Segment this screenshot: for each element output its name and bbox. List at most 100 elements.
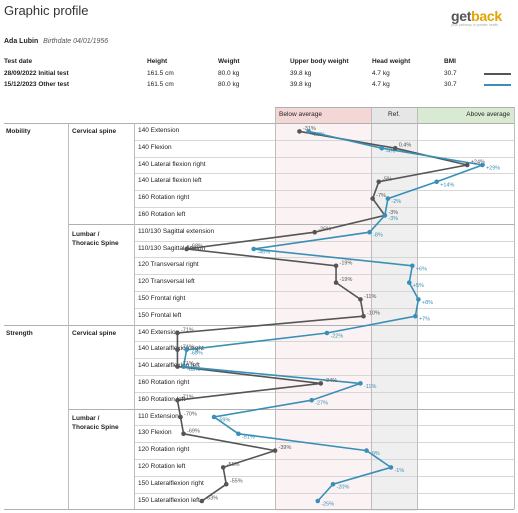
- test-other-upper: 39.8 kg: [290, 81, 312, 88]
- legend-line-initial: [484, 73, 511, 75]
- data-label: -70%: [184, 412, 197, 418]
- data-point: [236, 431, 241, 437]
- test-label: 140 Lateralflexion right: [138, 345, 204, 353]
- data-point: [184, 246, 189, 252]
- data-label: -11%: [364, 384, 377, 390]
- test-initial-upper: 39.8 kg: [290, 70, 312, 77]
- test-label: 140 Extension: [138, 127, 180, 134]
- data-label: -5%: [382, 176, 392, 182]
- row-divider: [134, 291, 514, 292]
- column-divider: [371, 107, 372, 510]
- data-label: -31%: [303, 126, 316, 132]
- data-label: +6%: [416, 266, 427, 272]
- data-point: [175, 364, 180, 369]
- data-label: -71%: [181, 395, 194, 401]
- data-label: +24%: [471, 160, 485, 166]
- section-divider: [68, 408, 514, 410]
- test-label: 150 Frontal left: [138, 311, 182, 319]
- header-test-date: Test date: [4, 58, 33, 65]
- column-divider: [514, 107, 515, 510]
- test-label: 120 Transversal right: [138, 261, 199, 269]
- section-divider: [4, 123, 514, 124]
- data-point: [376, 179, 382, 185]
- section-divider: [4, 509, 514, 511]
- row-divider: [134, 274, 514, 276]
- data-label: -39%: [279, 445, 292, 451]
- row-divider: [134, 173, 514, 175]
- data-label: +5%: [413, 283, 424, 289]
- test-other-height: 161.5 cm: [147, 81, 174, 88]
- row-divider: [134, 341, 514, 343]
- data-label: -56%: [227, 462, 240, 468]
- test-initial-height: 161.5 cm: [147, 70, 174, 77]
- legend-line-other: [484, 84, 511, 86]
- data-label: -68%: [190, 244, 203, 250]
- data-label: -27%: [315, 401, 328, 407]
- data-label: -71%: [181, 344, 194, 350]
- data-label: -3%: [388, 216, 398, 222]
- test-label: 160 Rotation right: [138, 194, 190, 202]
- data-label: -24%: [324, 378, 337, 384]
- data-point: [434, 179, 440, 185]
- data-label: -7%: [376, 193, 386, 199]
- row-divider: [134, 240, 514, 242]
- data-point: [175, 347, 180, 353]
- data-point: [379, 145, 385, 151]
- data-label: 0.4%: [399, 143, 412, 149]
- data-label: -10%: [367, 311, 380, 317]
- data-point: [184, 347, 189, 353]
- data-point: [333, 263, 339, 269]
- data-label: -25%: [321, 502, 334, 508]
- data-point: [312, 229, 318, 235]
- test-label: 140 Lateral flexion right: [138, 160, 206, 168]
- data-label: -69%: [187, 367, 200, 373]
- section-strength: Strength: [6, 330, 33, 337]
- test-label: 140 Lateral flexion left: [138, 177, 202, 185]
- patient-birthdate: Birthdate 04/01/1956: [43, 38, 109, 45]
- test-initial-weight: 80.0 kg: [218, 70, 240, 77]
- test-label: 110/130 Sagittal flexion: [138, 244, 206, 252]
- data-point: [223, 481, 229, 487]
- test-label: 160 Rotation left: [138, 395, 186, 403]
- header-bmi: BMI: [444, 58, 456, 65]
- data-point: [324, 330, 330, 336]
- data-point: [385, 196, 391, 201]
- section-lumbar-mobility: Lumbar / Thoracic Spine: [72, 231, 119, 247]
- row-divider: [134, 358, 514, 360]
- data-point: [251, 246, 256, 252]
- row-divider: [134, 156, 514, 158]
- test-label: 160 Rotation left: [138, 211, 186, 218]
- test-initial-bmi: 30.7: [444, 70, 457, 77]
- row-divider: [134, 442, 514, 444]
- data-label: +14%: [440, 182, 454, 188]
- data-label: -51%: [242, 434, 255, 440]
- data-label: -26%: [318, 227, 331, 233]
- data-point: [464, 162, 470, 168]
- data-label: -11%: [364, 294, 377, 300]
- column-divider: [134, 123, 135, 510]
- page-title: Graphic profile: [4, 3, 89, 18]
- test-label: 140 Flexion: [138, 143, 172, 151]
- data-point: [358, 297, 363, 302]
- data-label: +8%: [422, 300, 433, 306]
- test-label: 140 Lateralflexion left: [138, 362, 200, 370]
- data-label: -2%: [391, 199, 401, 205]
- header-head-weight: Head weight: [372, 58, 411, 65]
- row-divider: [134, 459, 514, 460]
- data-label: -46%: [257, 250, 270, 256]
- data-label: -59%: [218, 418, 231, 424]
- data-point: [318, 381, 324, 386]
- data-label: +7%: [419, 317, 430, 323]
- row-divider: [134, 425, 514, 427]
- test-row-other: 15/12/2023 Other test: [4, 81, 70, 88]
- data-label: -22%: [330, 334, 343, 340]
- data-point: [410, 263, 415, 269]
- data-point: [406, 280, 412, 285]
- zone-below-average: Below average: [275, 107, 371, 123]
- data-label: -71%: [181, 361, 194, 367]
- data-point: [382, 213, 388, 218]
- row-divider: [134, 391, 514, 393]
- header-weight: Weight: [218, 58, 240, 65]
- zone-reference: Ref.: [371, 107, 417, 123]
